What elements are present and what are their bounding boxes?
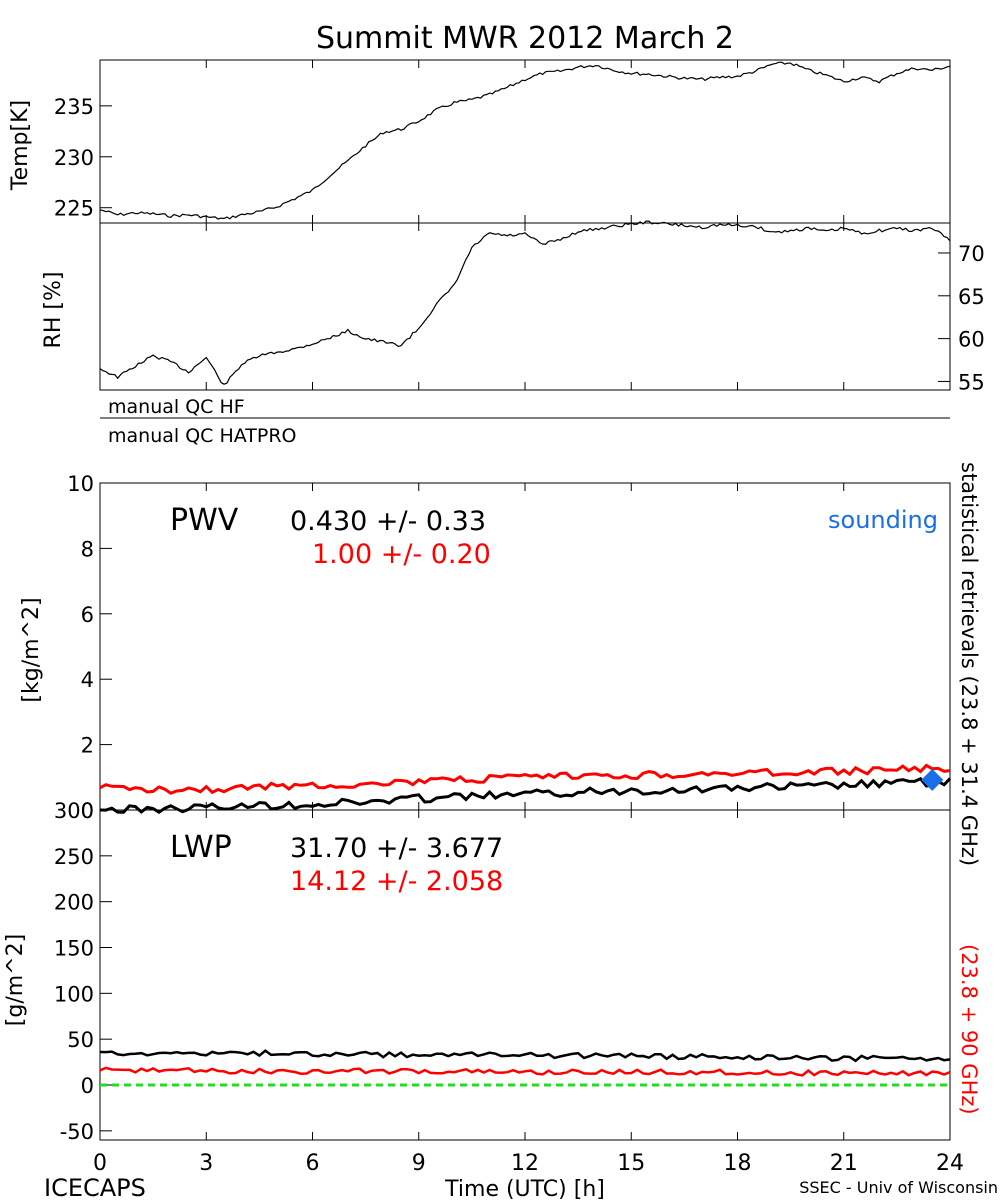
- pwv-red-series-line: [99, 763, 951, 795]
- y-tick-label: 60: [958, 328, 985, 352]
- rh-frame: [99, 222, 951, 391]
- y-tick-label: 0: [81, 799, 94, 823]
- y-tick-label: 300: [54, 799, 94, 823]
- footer-left: ICECAPS: [44, 1174, 146, 1200]
- footer-right: SSEC - Univ of Wisconsin: [799, 1178, 998, 1197]
- y-tick-label: 8: [81, 537, 94, 561]
- pwv-ylabel: [kg/m^2]: [19, 597, 44, 702]
- pwv-black-series-line: [99, 776, 952, 814]
- qc-hatpro-label: manual QC HATPRO: [108, 425, 297, 447]
- x-axis-label: Time (UTC) [h]: [444, 1177, 605, 1200]
- y-tick-label: 0: [81, 1074, 94, 1098]
- chart-title: Summit MWR 2012 March 2: [316, 21, 734, 56]
- y-tick-label: 235: [54, 95, 94, 119]
- y-tick-label: 70: [958, 242, 985, 266]
- y-tick-label: 50: [67, 1028, 94, 1052]
- x-tick-label: 24: [936, 1151, 964, 1176]
- qc-strips: manual QC HF manual QC HATPRO: [100, 396, 950, 447]
- x-tick-label: 12: [511, 1151, 539, 1176]
- rh-ylabel: RH [%]: [41, 272, 66, 349]
- y-tick-label: 150: [54, 937, 94, 961]
- x-tick-label: 21: [830, 1151, 858, 1176]
- y-tick-label: 10: [67, 472, 94, 496]
- temperature-panel: Temp[K] 225 230 235: [8, 59, 951, 224]
- right-label-red: (23.8 + 90 GHz): [957, 944, 981, 1115]
- right-label-black: statistical retrievals (23.8 + 31.4 GHz): [957, 462, 981, 866]
- y-tick-label: 200: [54, 891, 94, 915]
- sounding-label: sounding: [828, 506, 938, 534]
- y-tick-label: 225: [54, 197, 94, 221]
- x-tick-label: 9: [412, 1151, 426, 1176]
- sounding-marker: [921, 768, 944, 791]
- y-tick-label: 6: [81, 603, 94, 627]
- rh-series-line: [99, 220, 951, 385]
- pwv-panel: [kg/m^2] 0 2 4 6 8 10 PWV 0.430 +/- 0.33 1.00…: [19, 472, 952, 823]
- x-tick-label: 3: [199, 1151, 213, 1176]
- y-tick-label: 55: [958, 370, 985, 394]
- qc-hf-label: manual QC HF: [108, 396, 245, 418]
- pwv-black-stat: 0.430 +/- 0.33: [290, 506, 486, 537]
- pwv-red-stat: 1.00 +/- 0.20: [312, 539, 491, 570]
- lwp-black-stat: 31.70 +/- 3.677: [290, 833, 503, 864]
- lwp-label: LWP: [170, 830, 232, 865]
- rh-panel: RH [%] 55 60 65 70: [41, 220, 985, 394]
- x-tick-label: 6: [306, 1151, 320, 1176]
- lwp-panel: [g/m^2] -50 0 50 100 150 200 250 300 LWP 31.70 …: [3, 799, 951, 1144]
- y-tick-label: 250: [54, 845, 94, 869]
- y-tick-label: 230: [54, 146, 94, 170]
- pwv-label: PWV: [170, 503, 239, 538]
- temperature-series-line: [99, 61, 951, 220]
- x-tick-label: 18: [724, 1151, 752, 1176]
- y-tick-label: -50: [60, 1120, 94, 1144]
- y-tick-label: 4: [81, 668, 94, 692]
- lwp-ylabel: [g/m^2]: [3, 934, 28, 1026]
- lwp-black-series-line: [99, 1049, 951, 1063]
- x-axis: 0 3 6 9 12 15 18 21 24: [93, 1151, 964, 1176]
- x-tick-label: 15: [617, 1151, 645, 1176]
- x-tick-label: 0: [93, 1151, 107, 1176]
- y-tick-label: 2: [81, 734, 94, 758]
- temperature-frame: [99, 59, 951, 224]
- lwp-red-stat: 14.12 +/- 2.058: [290, 866, 503, 897]
- lwp-red-series-line: [99, 1066, 951, 1077]
- y-tick-label: 65: [958, 285, 985, 309]
- temperature-ylabel: Temp[K]: [8, 100, 33, 191]
- y-tick-label: 100: [54, 982, 94, 1006]
